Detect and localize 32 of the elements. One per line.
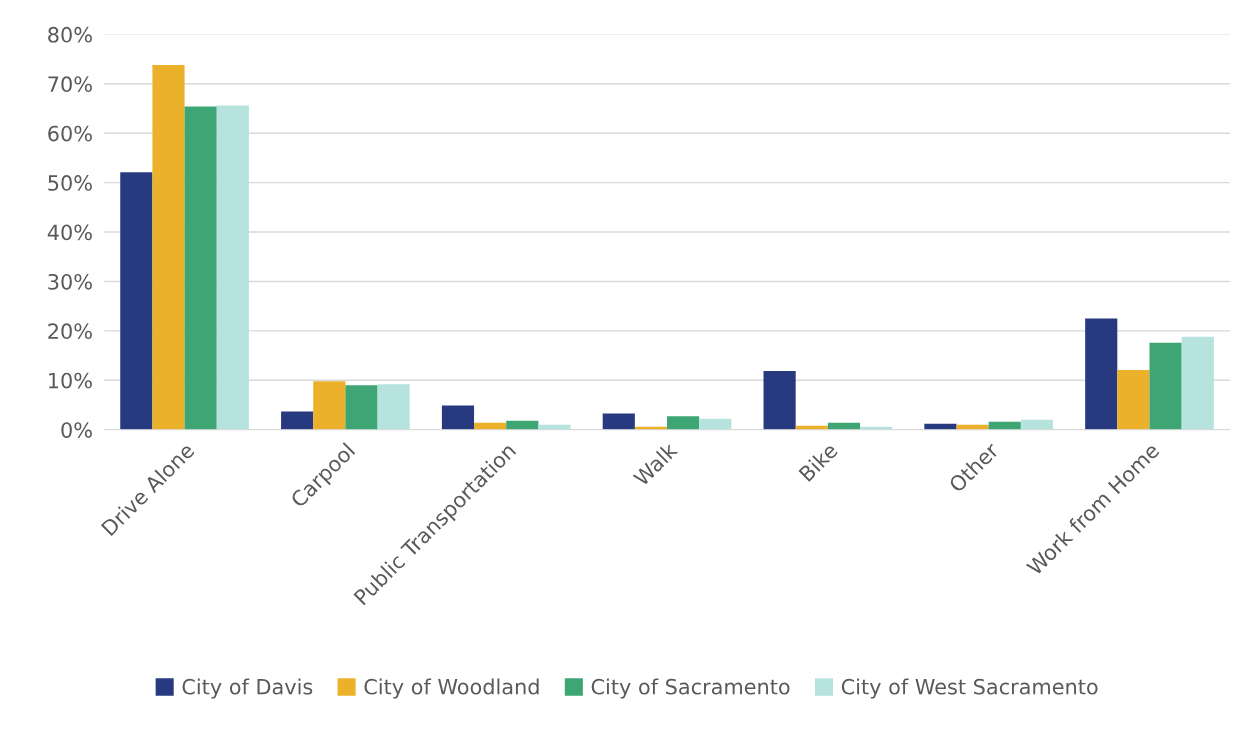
y-tick-label: 30% (48, 273, 92, 290)
bar (1181, 336, 1214, 430)
bar (377, 384, 410, 430)
bar (152, 65, 185, 430)
bar (699, 418, 732, 430)
bar (763, 370, 796, 430)
bar (1020, 419, 1053, 430)
bar (120, 172, 153, 430)
y-tick-label: 50% (48, 175, 92, 191)
bar (441, 405, 475, 430)
bar (345, 385, 378, 430)
y-tick-label: 20% (48, 323, 92, 340)
legend-label: City of Sacramento (591, 678, 790, 699)
bar (1085, 318, 1118, 430)
bar (1117, 369, 1150, 430)
y-tick-label: 60% (48, 125, 92, 142)
bar (602, 413, 635, 430)
y-tick-label: 40% (47, 224, 92, 241)
bar (1149, 342, 1182, 430)
bar (506, 420, 539, 430)
legend-label: City of West Sacramento (841, 678, 1098, 699)
bar (216, 105, 249, 430)
legend-label: City of Woodland (364, 678, 539, 699)
bar (667, 416, 700, 430)
y-tick-label: 80% (48, 26, 92, 43)
bar (184, 106, 217, 430)
legend-label: City of Davis (182, 678, 313, 699)
y-tick-label: 10% (49, 372, 92, 389)
bar (313, 381, 346, 430)
y-tick-label: 70% (48, 76, 92, 93)
y-tick-label: 0% (61, 422, 92, 438)
bar (281, 411, 314, 430)
